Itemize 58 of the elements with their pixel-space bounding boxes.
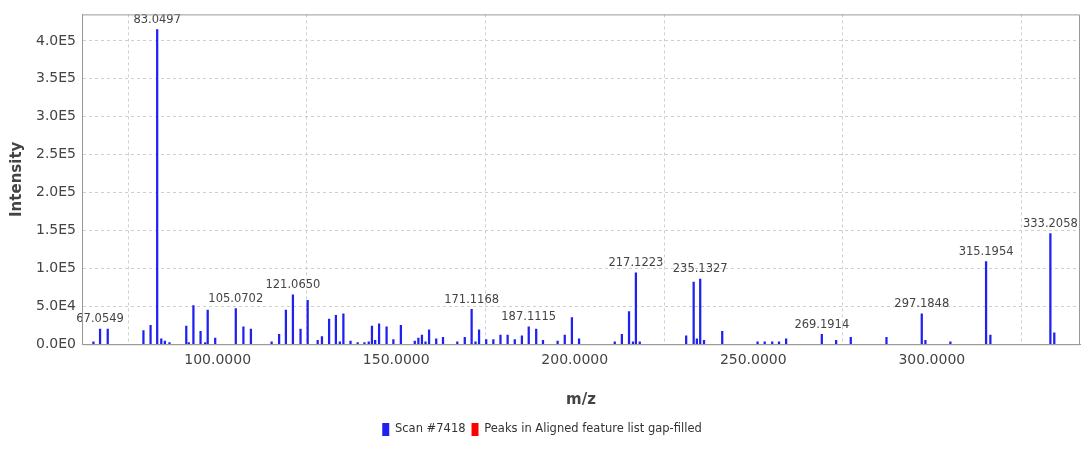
annotation: 269.1914 (794, 316, 850, 331)
bar (949, 341, 952, 345)
bar (885, 337, 888, 345)
annotation: 187.1115 (501, 309, 557, 323)
y-tick-label: 3.0E5 (35, 107, 77, 124)
bar (570, 317, 574, 345)
bar (1049, 233, 1052, 345)
bar (320, 336, 324, 345)
annotation: 297.1848 (894, 296, 950, 311)
annotation: 121.0650 (265, 277, 321, 292)
x-tick-label: 200.0000 (541, 351, 609, 368)
bar (527, 326, 530, 345)
bar (556, 340, 559, 345)
bar (192, 305, 195, 345)
x-tick-label: 250.0000 (719, 351, 787, 368)
annotation: 67.0549 (76, 311, 124, 326)
bar (721, 330, 724, 345)
y-axis-title: Intensity (6, 141, 25, 217)
y-tick-label: 5.0E4 (35, 296, 77, 313)
bar (477, 329, 481, 345)
y-tick-label: 2.0E5 (35, 183, 77, 200)
annotation: 315.1954 (958, 243, 1014, 258)
bar (485, 339, 488, 345)
y-tick-label: 3.5E5 (35, 69, 77, 86)
annotation: 171.1168 (444, 291, 500, 306)
bar (499, 334, 502, 345)
bar (199, 330, 202, 345)
bar (242, 326, 245, 345)
bar (299, 328, 302, 345)
y-tick-label: 2.5E5 (35, 145, 77, 162)
y-tick-label: 1.0E5 (35, 259, 77, 276)
y-tick-label: 1.5E5 (35, 221, 77, 238)
bar (427, 329, 431, 345)
bar (270, 341, 273, 345)
bar (385, 326, 388, 345)
bar (149, 324, 152, 345)
x-tick-label: 300.0000 (898, 351, 966, 368)
bar (492, 339, 495, 345)
x-tick-label: 100.0000 (184, 351, 252, 368)
y-tick-label: 0.0E0 (35, 334, 77, 351)
x-axis-title: m/z (566, 389, 597, 408)
bar (392, 339, 395, 345)
bar (342, 313, 345, 345)
annotation: 235.1327 (672, 261, 728, 276)
bar (513, 339, 516, 345)
x-tick-label: 150.0000 (362, 351, 430, 368)
legend-label: Peaks in Aligned feature list gap-filled (484, 421, 702, 436)
annotation: 217.1223 (608, 255, 664, 270)
bar (92, 341, 95, 345)
annotation: 105.0702 (208, 290, 264, 305)
bar (756, 341, 759, 345)
legend-label: Scan #7418 (394, 421, 466, 436)
bar (989, 334, 992, 345)
bar (142, 330, 145, 345)
y-tick-label: 4.0E5 (35, 31, 77, 48)
annotation: 83.0497 (133, 11, 181, 26)
annotation: 333.2058 (1022, 215, 1078, 230)
bar (349, 340, 352, 345)
